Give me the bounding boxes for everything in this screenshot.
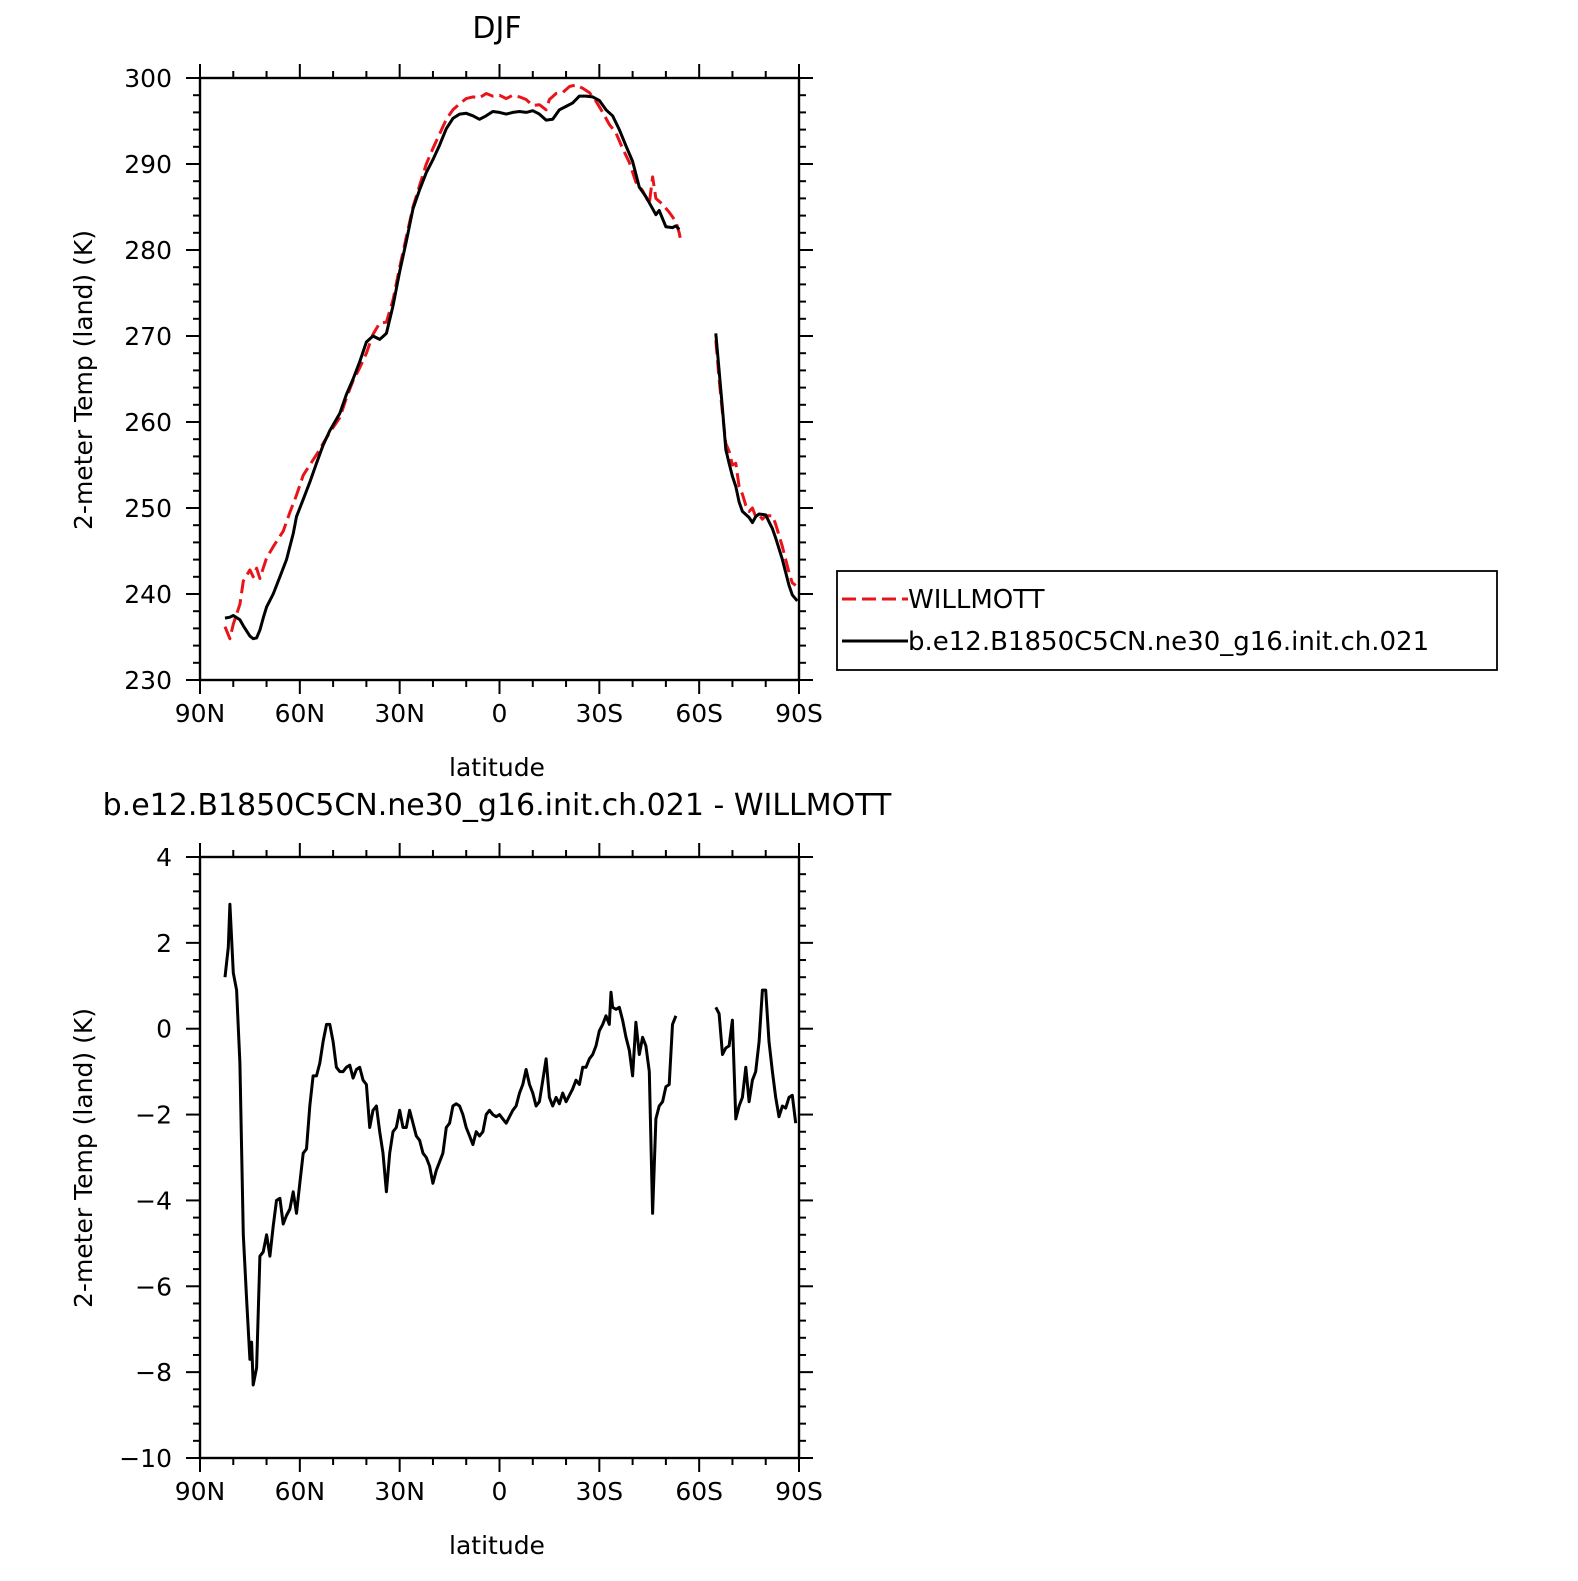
bottom-chart-y-tick-label: −4 xyxy=(135,1186,172,1215)
legend-box xyxy=(836,570,1498,671)
bottom-chart-y-tick-label: 2 xyxy=(156,929,172,958)
top-chart-plot-area: 90N 60N 30N 0 30S 60S 90S 230 240 250 260 270 280 290… xyxy=(124,64,823,728)
bottom-chart-series-line-difference xyxy=(714,988,798,1124)
bottom-chart-y-axis-label: 2-meter Temp (land) (K) xyxy=(69,1008,98,1308)
bottom-chart-y-tick-label: −10 xyxy=(119,1444,172,1473)
bottom-chart-frame xyxy=(198,855,801,1460)
top-chart-series-line-model xyxy=(224,94,681,641)
bottom-chart-x-tick-label: 0 xyxy=(492,1477,508,1506)
top-chart-series-line-willmott xyxy=(223,83,683,641)
legend-label-willmott: WILLMOTT xyxy=(908,585,1045,615)
top-chart-y-tick-label: 230 xyxy=(124,666,172,695)
top-chart-y-tick-label: 260 xyxy=(124,408,172,437)
top-chart-y-tick-label: 300 xyxy=(124,64,172,93)
top-chart-x-tick-label: 30N xyxy=(374,699,425,728)
bottom-chart-plot-area: 90N 60N 30N 0 30S 60S 90S −10 −8 −6 −4 −2 0 2 4 xyxy=(119,843,823,1506)
bottom-chart-panel: b.e12.B1850C5CN.ne30_g16.init.ch.021 - W… xyxy=(69,788,892,1560)
legend-label-model: b.e12.B1850C5CN.ne30_g16.init.ch.021 xyxy=(908,627,1429,657)
top-chart-title: DJF xyxy=(472,11,521,46)
top-chart-y-tick-label: 270 xyxy=(124,322,172,351)
top-chart-series-line-model xyxy=(714,333,799,602)
top-chart-x-tick-label: 0 xyxy=(492,699,508,728)
bottom-chart-title: b.e12.B1850C5CN.ne30_g16.init.ch.021 - W… xyxy=(103,788,892,823)
bottom-chart-y-tick-label: −2 xyxy=(135,1101,172,1130)
top-chart-y-tick-label: 290 xyxy=(124,150,172,179)
bottom-chart-y-tick-label: 4 xyxy=(156,843,172,872)
bottom-chart-x-tick-label: 90S xyxy=(775,1477,823,1506)
bottom-chart-y-tick-label: 0 xyxy=(156,1015,172,1044)
top-chart-y-tick-label: 250 xyxy=(124,494,172,523)
bottom-chart-x-tick-label: 30N xyxy=(374,1477,425,1506)
top-chart-x-tick-label: 90S xyxy=(775,699,823,728)
top-chart-x-tick-label: 60N xyxy=(275,699,326,728)
top-chart-legend: WILLMOTT b.e12.B1850C5CN.ne30_g16.init.c… xyxy=(836,570,1498,671)
bottom-chart-x-tick-label: 60S xyxy=(675,1477,723,1506)
top-chart-x-tick-label: 90N xyxy=(175,699,226,728)
top-chart-frame xyxy=(198,76,801,682)
top-chart-x-tick-label: 60S xyxy=(675,699,723,728)
top-chart-y-tick-label: 240 xyxy=(124,580,172,609)
bottom-chart-y-tick-label: −8 xyxy=(135,1358,172,1387)
bottom-chart-x-tick-label: 30S xyxy=(575,1477,623,1506)
top-chart-y-axis-label: 2-meter Temp (land) (K) xyxy=(69,230,98,530)
bottom-chart-x-axis-label: latitude xyxy=(449,1531,545,1560)
top-chart-x-axis-label: latitude xyxy=(449,753,545,782)
bottom-chart-x-tick-label: 60N xyxy=(275,1477,326,1506)
top-chart-x-tick-label: 30S xyxy=(575,699,623,728)
top-chart-series-line-willmott xyxy=(714,340,797,587)
bottom-chart-y-tick-label: −6 xyxy=(135,1272,172,1301)
bottom-chart-series-line-difference xyxy=(223,902,678,1387)
top-chart-y-tick-label: 280 xyxy=(124,236,172,265)
bottom-chart-x-tick-label: 90N xyxy=(175,1477,226,1506)
top-chart-panel: DJF 90N 60N 30N 0 30S 60S 90S 230 240 250 260 270 28… xyxy=(69,11,823,782)
